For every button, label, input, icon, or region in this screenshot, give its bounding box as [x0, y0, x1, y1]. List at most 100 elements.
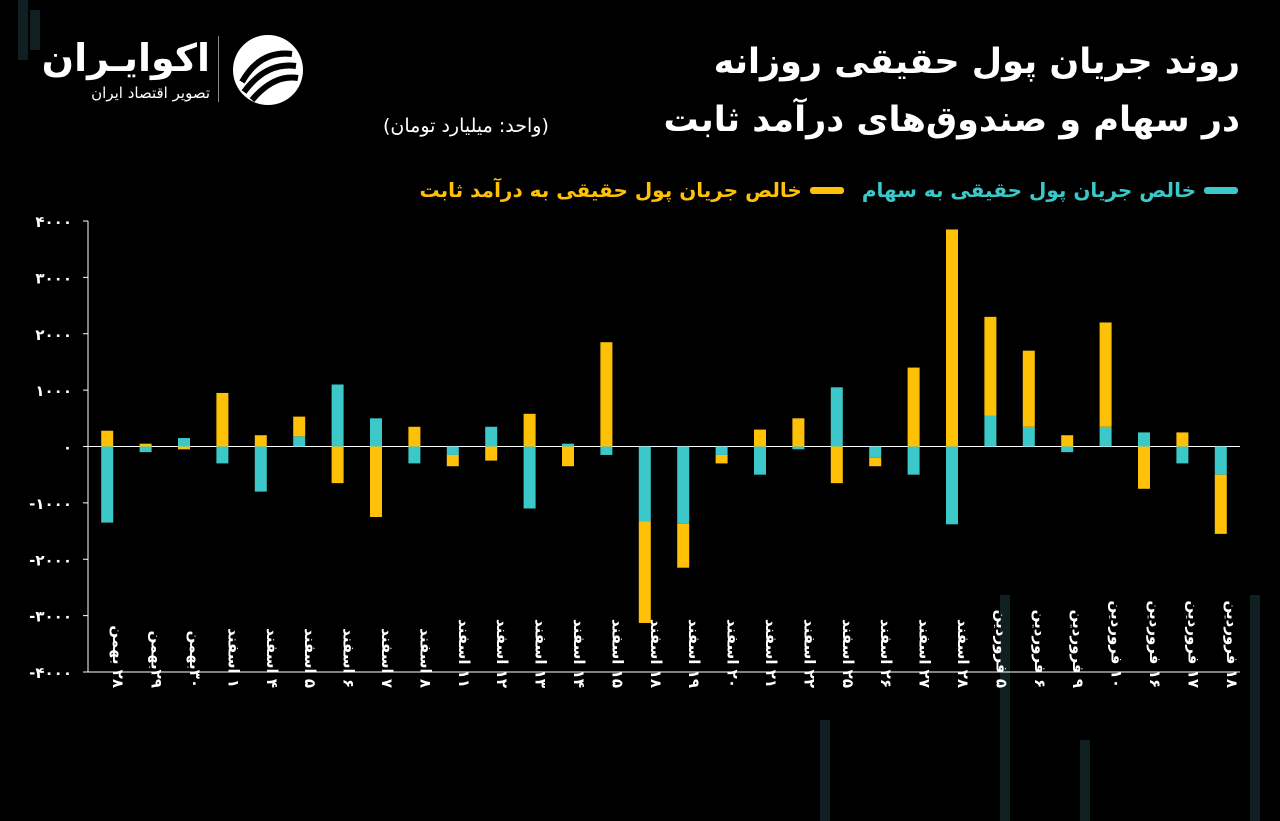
bar-fixed-income: [139, 443, 152, 447]
brand-tagline: تصویر اقتصاد ایران: [91, 84, 210, 102]
bar-stocks: [600, 446, 613, 455]
bar-fixed-income: [178, 446, 190, 450]
y-tick-label: ۱۰۰۰: [35, 382, 72, 400]
unit-note: (واحد: میلیارد تومان): [383, 115, 549, 137]
x-tick-label: ۲۶ اسفند: [877, 619, 895, 688]
bar-stocks: [984, 415, 997, 447]
x-tick-label: ۲۰ اسفند: [724, 619, 742, 688]
brand-swirl-icon: [233, 35, 303, 105]
bar-stocks: [216, 446, 229, 464]
x-tick-label: ۱۳ اسفند: [532, 619, 550, 688]
x-tick-label: ۱۷ فروردین: [1184, 601, 1202, 688]
bar-stocks: [1214, 446, 1227, 475]
bar-fixed-income: [677, 523, 690, 568]
background-candle: [1000, 595, 1010, 821]
chart-title-line2: در سهام و صندوق‌های درآمد ثابت: [663, 100, 1240, 140]
chart-title-line1: روند جریان پول حقیقی روزانه: [713, 42, 1240, 82]
bar-stocks: [1099, 426, 1112, 447]
x-tick-label: ۱۴ اسفند: [570, 619, 588, 688]
bar-stocks: [370, 418, 382, 447]
bar-stocks: [677, 446, 690, 524]
bar-fixed-income: [523, 413, 536, 447]
bar-stocks: [946, 446, 958, 525]
background-candle: [18, 0, 28, 60]
bar-fixed-income: [1176, 432, 1189, 447]
x-tick-label: ۱۶ فروردین: [1146, 601, 1164, 688]
legend-item-fixed-income: خالص جریان پول حقیقی به درآمد ثابت: [419, 178, 844, 202]
bar-fixed-income: [715, 454, 728, 464]
bar-stocks: [331, 384, 344, 447]
x-tick-label: ۱ اسفند: [224, 628, 242, 688]
bar-fixed-income: [754, 429, 766, 447]
x-tick-label: ۴ اسفند: [263, 628, 281, 688]
x-tick-label: ۲۵ اسفند: [839, 619, 857, 688]
bar-fixed-income: [792, 418, 805, 447]
x-tick-label: ۱۸ فروردین: [1223, 601, 1241, 688]
x-tick-label: ۲۹بهمن: [148, 631, 166, 688]
bar-fixed-income: [1099, 322, 1112, 427]
bar-fixed-income: [830, 446, 843, 484]
x-tick-label: ۷ اسفند: [378, 628, 396, 688]
bar-stocks: [1138, 432, 1150, 447]
x-tick-label: ۲۲ اسفند: [800, 619, 818, 688]
legend-item-stocks: خالص جریان پول حقیقی به سهام: [862, 178, 1238, 202]
bar-stocks: [254, 446, 267, 492]
y-tick-label: ۳۰۰۰: [35, 269, 72, 287]
bar-stocks: [830, 387, 843, 447]
bar-stocks: [485, 426, 498, 447]
bar-fixed-income: [869, 457, 882, 467]
bar-fixed-income: [1214, 474, 1227, 534]
y-tick-label: -۲۰۰۰: [29, 551, 72, 569]
x-tick-label: ۸ اسفند: [416, 628, 434, 688]
bar-fixed-income: [1022, 350, 1035, 427]
bar-fixed-income: [562, 446, 574, 467]
bar-fixed-income: [600, 342, 613, 447]
bar-stocks: [101, 446, 114, 523]
x-tick-label: ۲۷ اسفند: [916, 619, 934, 688]
bar-fixed-income: [984, 316, 997, 416]
y-tick-label: ۴۰۰۰: [35, 213, 72, 231]
legend-swatch-stocks: [1204, 186, 1238, 194]
x-tick-label: ۳۰بهمن: [186, 631, 204, 688]
bar-stocks: [869, 446, 882, 458]
bar-fixed-income: [946, 229, 958, 447]
x-tick-label: ۹ فروردین: [1069, 610, 1087, 688]
bar-stocks: [754, 446, 766, 475]
bar-stocks: [907, 446, 920, 475]
bar-fixed-income: [485, 446, 498, 461]
x-tick-label: ۱۱ اسفند: [455, 619, 473, 688]
x-tick-label: ۲۱ اسفند: [762, 619, 780, 688]
legend-label-fixed-income: خالص جریان پول حقیقی به درآمد ثابت: [419, 178, 802, 202]
background-candle: [1080, 740, 1090, 821]
x-tick-label: ۱۲ اسفند: [493, 619, 511, 688]
bar-stocks: [792, 446, 805, 450]
bar-stocks: [293, 436, 306, 447]
x-tick-label: ۶ فروردین: [1031, 610, 1049, 688]
legend-swatch-fixed-income: [809, 186, 844, 194]
y-tick-label: ۲۰۰۰: [35, 326, 72, 344]
background-candle: [30, 10, 40, 50]
bar-fixed-income: [446, 454, 459, 467]
bar-stocks: [638, 446, 651, 522]
bar-stocks: [1176, 446, 1189, 464]
bar-fixed-income: [1138, 446, 1150, 489]
background-candle: [1250, 595, 1260, 821]
x-tick-label: ۵ فروردین: [992, 610, 1010, 688]
bar-fixed-income: [1061, 435, 1074, 447]
bar-fixed-income: [408, 426, 421, 447]
legend: خالص جریان پول حقیقی به سهام خالص جریان …: [419, 178, 1238, 202]
bar-fixed-income: [254, 435, 267, 447]
bar-fixed-income: [638, 521, 651, 623]
x-tick-label: ۵ اسفند: [301, 628, 319, 688]
bar-fixed-income: [293, 416, 306, 437]
x-tick-label: ۱۹ اسفند: [685, 619, 703, 688]
brand-name: اکوایـران: [41, 36, 210, 80]
bar-stocks: [446, 446, 459, 455]
y-tick-label: -۳۰۰۰: [29, 608, 72, 626]
bar-stocks: [178, 438, 190, 447]
legend-label-stocks: خالص جریان پول حقیقی به سهام: [861, 178, 1196, 202]
bar-stocks: [523, 446, 536, 509]
x-tick-label: ۱۵ اسفند: [608, 619, 626, 688]
